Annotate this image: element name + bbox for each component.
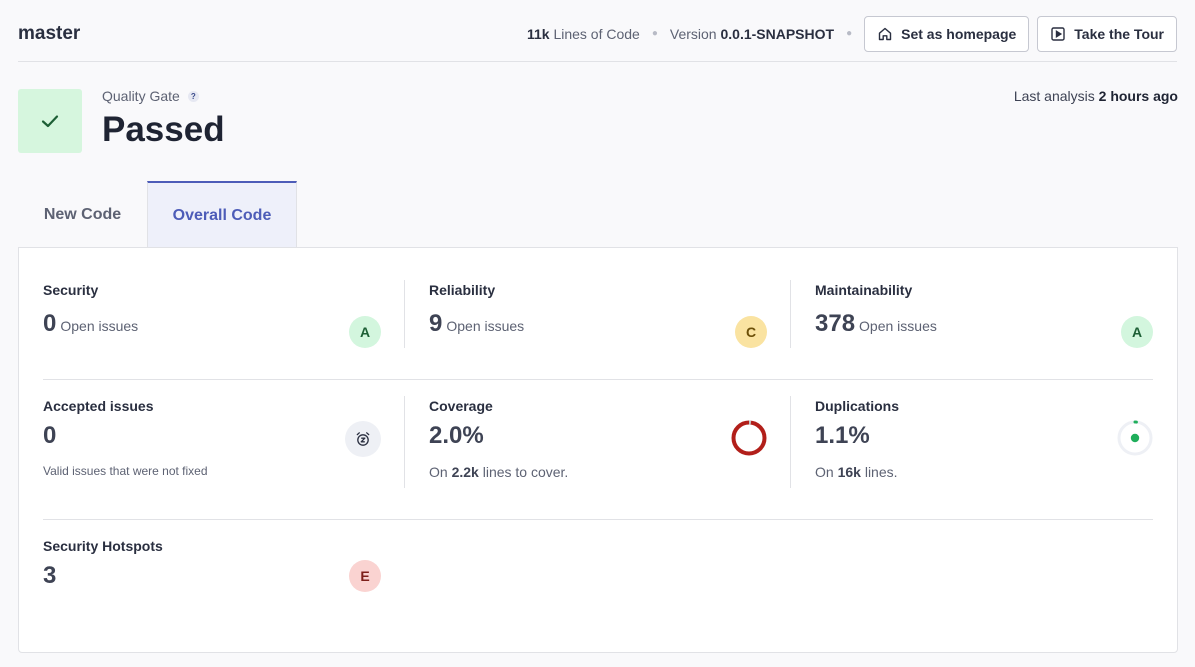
security-title: Security — [43, 282, 99, 298]
duplications-card: Duplications 1.1% On 16k lines. — [815, 398, 899, 480]
maintainability-title: Maintainability — [815, 282, 913, 298]
reliability-unit: Open issues — [446, 318, 525, 334]
maintainability-unit: Open issues — [859, 318, 937, 334]
accepted-issues-card: Accepted issues 0 Valid issues that were… — [43, 398, 208, 478]
coverage-sub: On 2.2k lines to cover. — [429, 464, 568, 480]
security-hotspots-count[interactable]: 3 — [43, 562, 57, 589]
duplications-indicator — [1117, 420, 1153, 456]
row-divider — [43, 379, 1153, 380]
coverage-sub-prefix: On — [429, 464, 448, 480]
security-card: Security 0 Open issues — [43, 282, 138, 338]
duplications-value[interactable]: 1.1% — [815, 422, 870, 449]
take-tour-label: Take the Tour — [1074, 25, 1164, 42]
lines-of-code: 11k Lines of Code — [527, 26, 640, 42]
divider — [790, 396, 791, 488]
reliability-title: Reliability — [429, 282, 496, 298]
divider — [404, 396, 405, 488]
branch-name[interactable]: master — [18, 22, 81, 44]
reliability-card: Reliability 9 Open issues — [429, 282, 524, 338]
duplications-title: Duplications — [815, 398, 900, 414]
project-header: master 11k Lines of Code ● Version 0.0.1… — [18, 10, 1177, 62]
home-icon — [878, 27, 892, 40]
reliability-rating-badge[interactable]: C — [735, 316, 767, 348]
tab-new-code[interactable]: New Code — [43, 205, 122, 223]
snooze-clock-icon — [345, 421, 381, 457]
duplications-sub-value[interactable]: 16k — [837, 464, 861, 480]
quality-gate-status: Passed — [102, 110, 225, 149]
coverage-sub-value[interactable]: 2.2k — [451, 464, 479, 480]
reliability-issues-count[interactable]: 9 — [429, 310, 443, 337]
maintainability-value-row: 378 Open issues — [815, 310, 937, 338]
accepted-issues-description: Valid issues that were not fixed — [43, 464, 208, 478]
coverage-sub-suffix: lines to cover. — [482, 464, 569, 480]
duplications-sub-suffix: lines. — [864, 464, 898, 480]
separator-dot: ● — [651, 28, 658, 39]
security-hotspots-rating-badge[interactable]: E — [349, 560, 381, 592]
last-analysis: Last analysis 2 hours ago — [1014, 88, 1178, 104]
version-value: 0.0.1-SNAPSHOT — [720, 25, 835, 42]
loc-value: 11k — [526, 25, 550, 42]
take-tour-button[interactable]: Take the Tour — [1037, 15, 1177, 52]
accepted-issues-title: Accepted issues — [43, 398, 154, 414]
check-icon — [41, 115, 59, 128]
coverage-card: Coverage 2.0% On 2.2k lines to cover. — [429, 398, 568, 480]
separator-dot: ● — [846, 28, 853, 39]
security-hotspots-card: Security Hotspots 3 — [43, 538, 163, 590]
help-icon[interactable]: ? — [187, 90, 199, 102]
quality-gate-label-text: Quality Gate — [102, 88, 180, 104]
divider — [404, 280, 405, 348]
accepted-issues-count[interactable]: 0 — [43, 422, 57, 449]
version-label: Version — [669, 25, 717, 42]
maintainability-rating-badge[interactable]: A — [1121, 316, 1153, 348]
play-icon — [1051, 26, 1065, 41]
coverage-title: Coverage — [429, 398, 493, 414]
row-divider — [43, 519, 1153, 520]
security-value-row: 0 Open issues — [43, 310, 138, 338]
security-issues-count[interactable]: 0 — [43, 310, 57, 337]
last-analysis-value: 2 hours ago — [1098, 88, 1178, 104]
version: Version 0.0.1-SNAPSHOT — [670, 26, 834, 42]
loc-label: Lines of Code — [553, 25, 640, 42]
reliability-value-row: 9 Open issues — [429, 310, 524, 338]
security-rating-badge[interactable]: A — [349, 316, 381, 348]
maintainability-issues-count[interactable]: 378 — [815, 310, 856, 337]
set-homepage-label: Set as homepage — [901, 25, 1017, 42]
duplications-sub: On 16k lines. — [815, 464, 899, 480]
security-unit: Open issues — [60, 318, 139, 334]
last-analysis-label: Last analysis — [1013, 88, 1095, 104]
coverage-value[interactable]: 2.0% — [429, 422, 484, 449]
quality-gate-label: Quality Gate ? — [102, 88, 199, 104]
divider — [790, 280, 791, 348]
set-homepage-button[interactable]: Set as homepage — [864, 15, 1030, 52]
quality-gate-status-box — [18, 89, 82, 153]
duplications-sub-prefix: On — [815, 464, 834, 480]
security-hotspots-title: Security Hotspots — [43, 538, 163, 554]
tab-overall-code[interactable]: Overall Code — [147, 181, 297, 248]
coverage-donut-chart — [731, 420, 767, 456]
header-meta: 11k Lines of Code ● Version 0.0.1-SNAPSH… — [527, 15, 1177, 52]
maintainability-card: Maintainability 378 Open issues — [815, 282, 937, 338]
metrics-panel: Security 0 Open issues A Reliability 9 Ope… — [18, 247, 1178, 653]
